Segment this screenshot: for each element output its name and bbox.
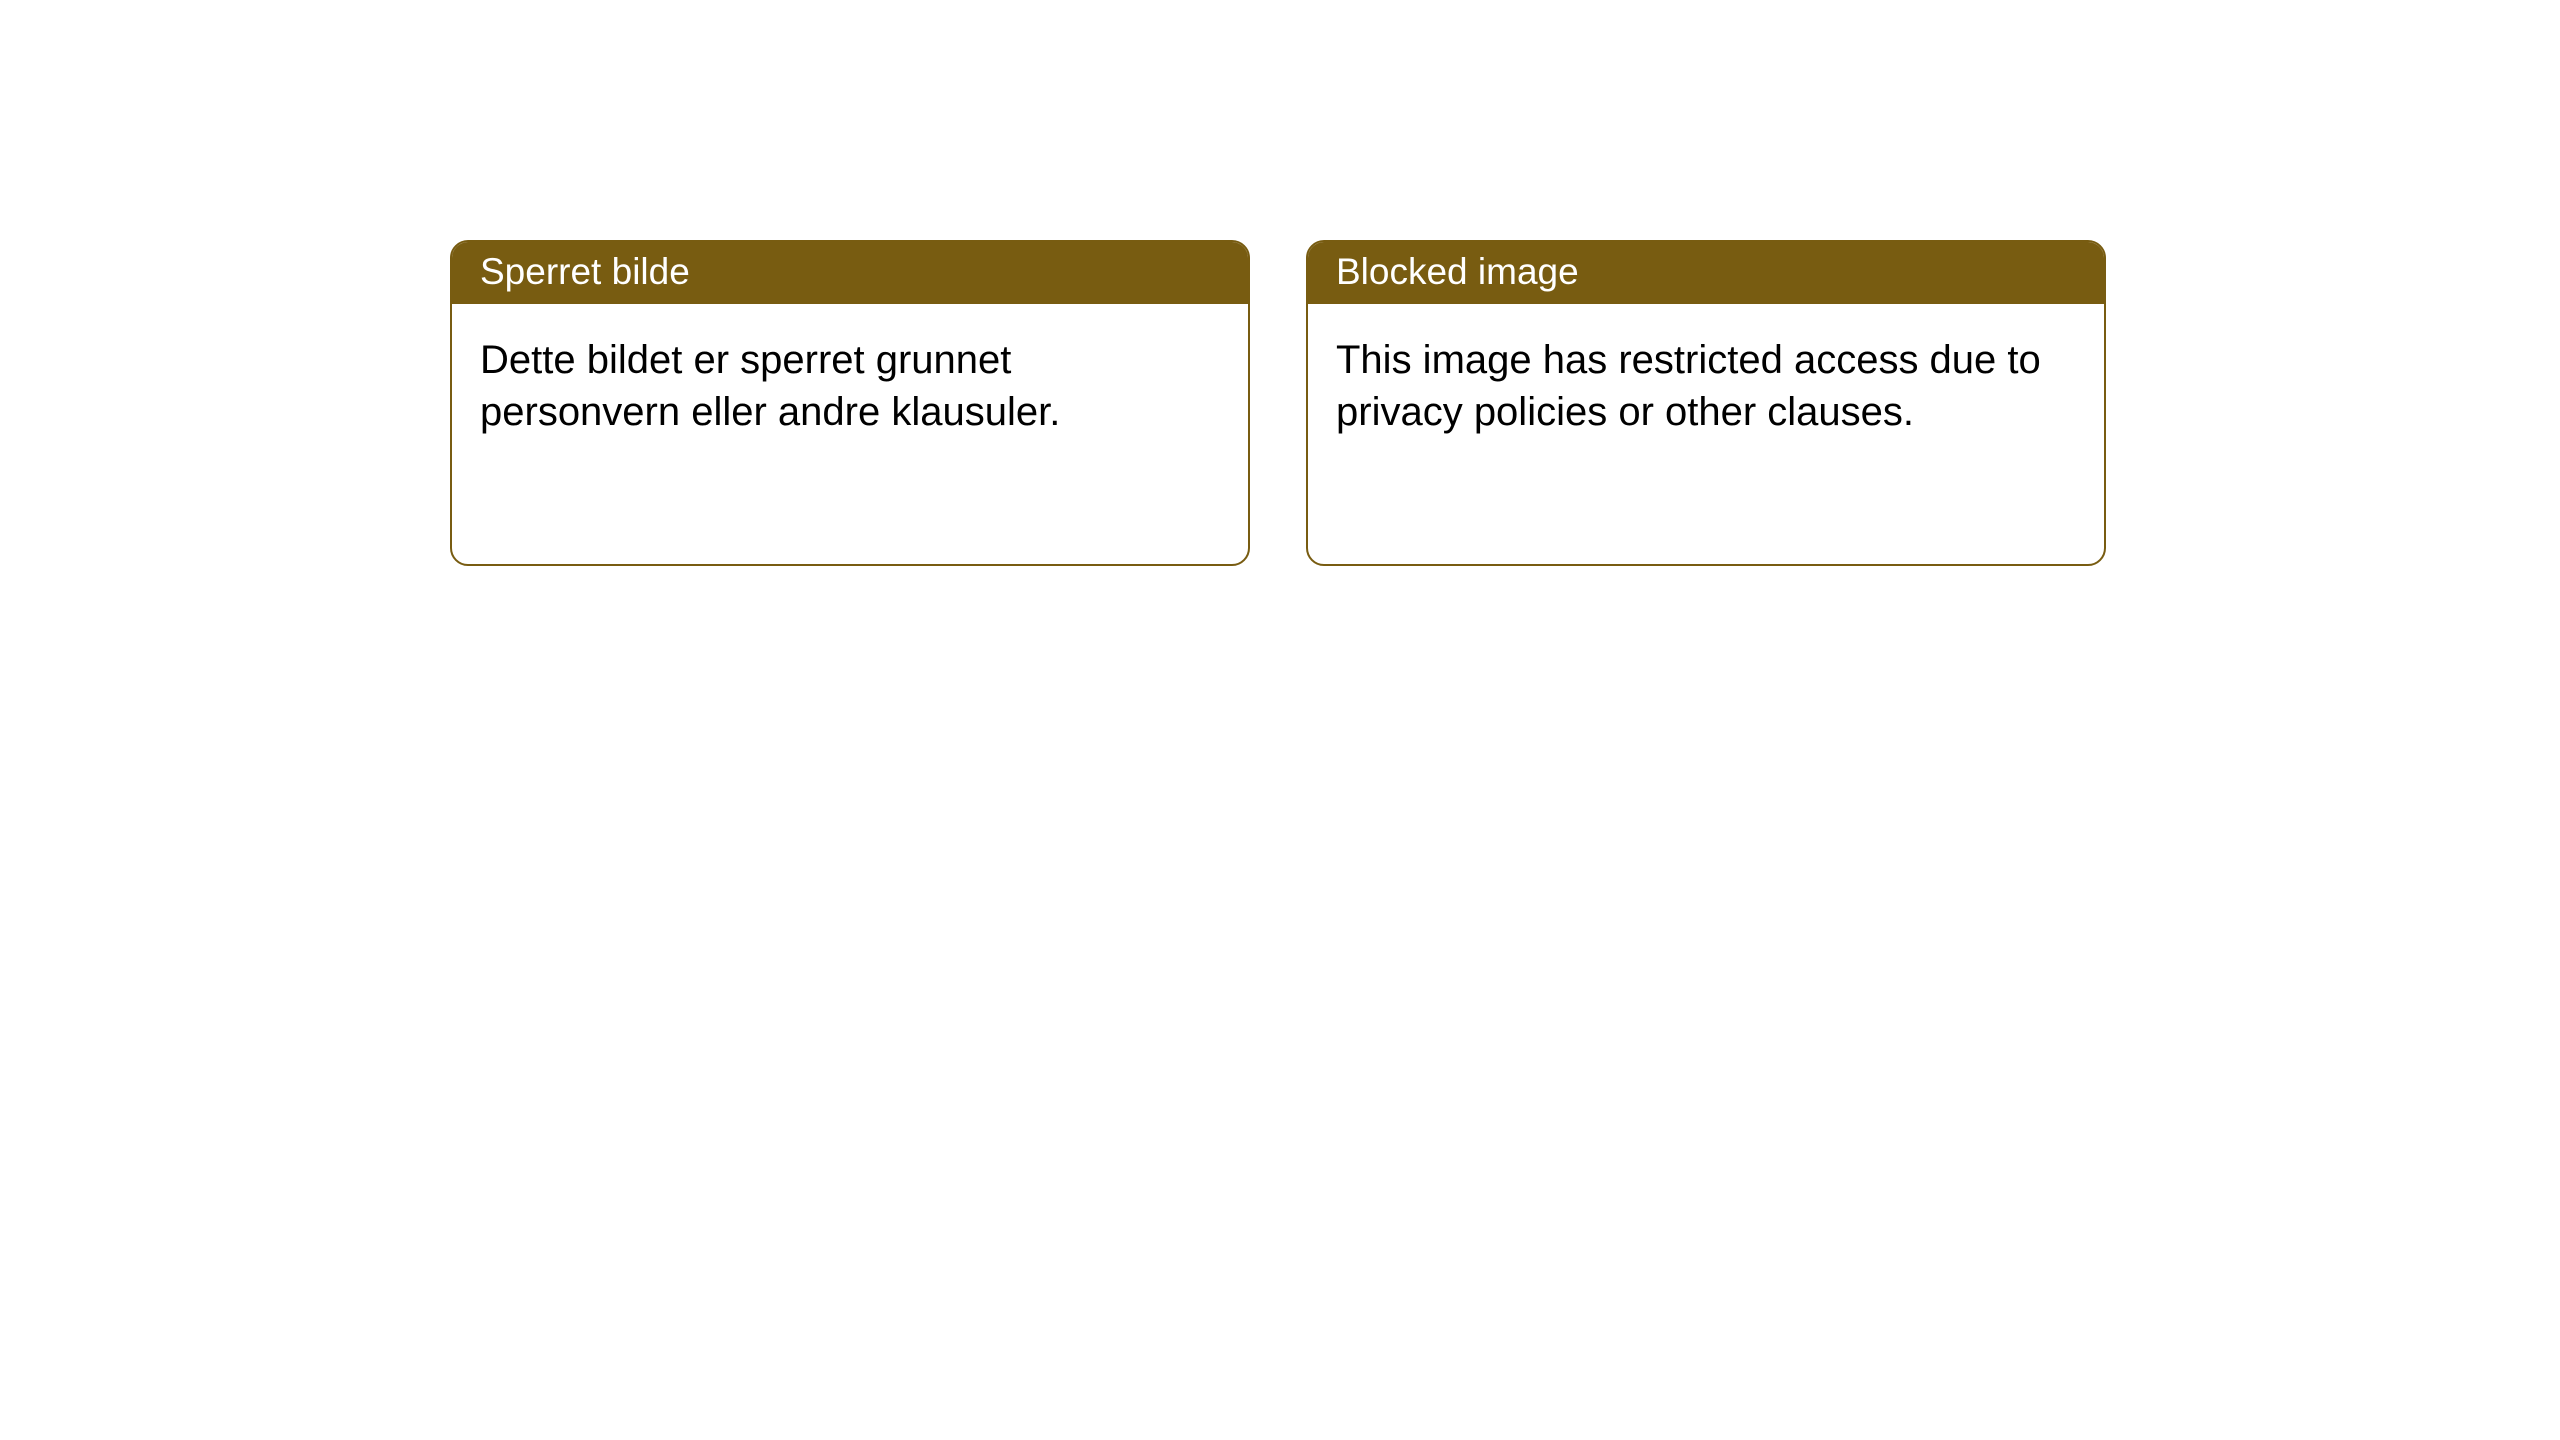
notice-container: Sperret bilde Dette bildet er sperret gr… (450, 240, 2106, 566)
notice-header-no: Sperret bilde (452, 242, 1248, 304)
notice-header-en: Blocked image (1308, 242, 2104, 304)
notice-body-en: This image has restricted access due to … (1308, 304, 2104, 564)
notice-card-no: Sperret bilde Dette bildet er sperret gr… (450, 240, 1250, 566)
notice-card-en: Blocked image This image has restricted … (1306, 240, 2106, 566)
notice-body-no: Dette bildet er sperret grunnet personve… (452, 304, 1248, 564)
